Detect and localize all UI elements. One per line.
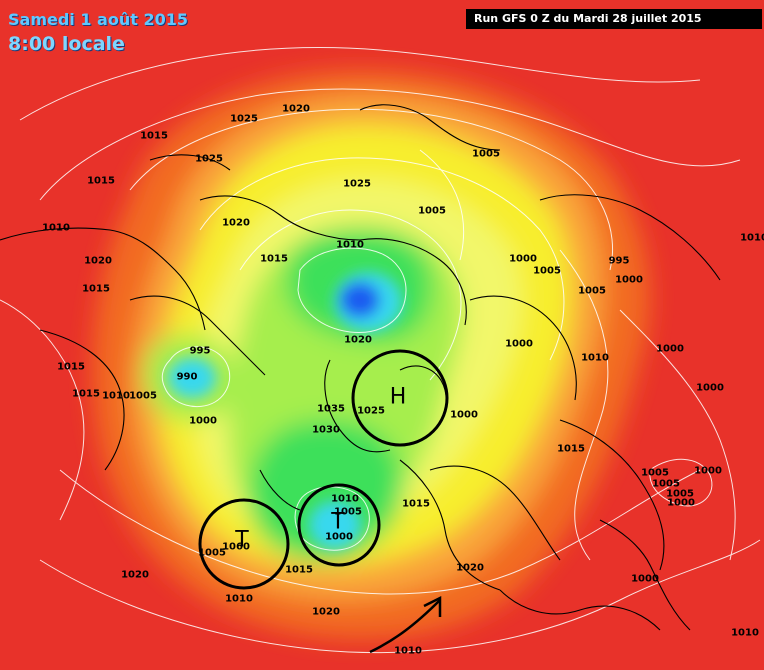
isobar-label: 1000 bbox=[615, 274, 643, 286]
isobar-label: 1020 bbox=[121, 569, 149, 581]
isobar-label: 1010 bbox=[394, 645, 422, 657]
isobar-label: 1025 bbox=[357, 405, 385, 417]
isobar-label: 1015 bbox=[57, 361, 85, 373]
high-pressure-circle bbox=[351, 349, 449, 447]
isobar-label: 1005 bbox=[652, 478, 680, 490]
isobar-label: 1025 bbox=[343, 178, 371, 190]
isobar-label: 1015 bbox=[557, 443, 585, 455]
isobar-label: 1000 bbox=[696, 382, 724, 394]
isobar-label: 1005 bbox=[533, 265, 561, 277]
isobar-label: 1000 bbox=[631, 573, 659, 585]
low-pressure-circle-west bbox=[198, 498, 290, 590]
low-pressure-symbol-east: T bbox=[331, 509, 345, 535]
flow-arrow bbox=[369, 595, 442, 654]
isobar-label: 1005 bbox=[578, 285, 606, 297]
isobar-label: 1030 bbox=[312, 424, 340, 436]
isobar-label: 995 bbox=[189, 345, 211, 357]
isobar-label: 1020 bbox=[456, 562, 484, 574]
isobar-label: 1005 bbox=[666, 488, 694, 500]
isobar-label: 1005 bbox=[334, 506, 362, 518]
isobar-label: 1015 bbox=[285, 564, 313, 576]
isobar-label: 1015 bbox=[260, 253, 288, 265]
isobar-label: 1000 bbox=[667, 497, 695, 509]
isobar-label: 1020 bbox=[344, 334, 372, 346]
isobar-label: 1010 bbox=[102, 390, 130, 402]
isobar-label: 1005 bbox=[198, 547, 226, 559]
isobar-label: 1015 bbox=[140, 130, 168, 142]
isobar-label: 1015 bbox=[87, 175, 115, 187]
isobar-label: 1025 bbox=[195, 153, 223, 165]
isobar-label: 1020 bbox=[312, 606, 340, 618]
isobar-label: 1000 bbox=[694, 465, 722, 477]
isobar-label: 1005 bbox=[418, 205, 446, 217]
isobar-label: 1010 bbox=[225, 593, 253, 605]
isobar-label: 1000 bbox=[505, 338, 533, 350]
isobar-label: 1010 bbox=[581, 352, 609, 364]
isobar-label: 1025 bbox=[230, 113, 258, 125]
isobar-label: 1005 bbox=[129, 390, 157, 402]
isobar-label: 1005 bbox=[641, 467, 669, 479]
isobar-label: 990 bbox=[176, 371, 198, 383]
valid-date: Samedi 1 août 2015 bbox=[8, 10, 188, 29]
low-pressure-circle-east bbox=[297, 483, 381, 567]
high-pressure-symbol: H bbox=[389, 384, 407, 410]
run-info: Run GFS 0 Z du Mardi 28 juillet 2015 bbox=[466, 9, 762, 29]
isobar-label: 1015 bbox=[402, 498, 430, 510]
isobar-label: 1000 bbox=[189, 415, 217, 427]
isobar-label: 1005 bbox=[472, 148, 500, 160]
isobar-label: 1010 bbox=[331, 493, 359, 505]
isobar-label: 1015 bbox=[72, 388, 100, 400]
isobar-label: 1035 bbox=[317, 403, 345, 415]
isobar-label: 1020 bbox=[282, 103, 310, 115]
isobar-label: 1010 bbox=[336, 239, 364, 251]
isobar-label: 1010 bbox=[740, 232, 764, 244]
isobar-label: 1015 bbox=[82, 283, 110, 295]
isobar-label: 1000 bbox=[450, 409, 478, 421]
isobar-label: 1000 bbox=[325, 531, 353, 543]
isobar-label: 1020 bbox=[222, 217, 250, 229]
valid-time: 8:00 locale bbox=[8, 33, 125, 55]
isobar-label: 1060 bbox=[222, 541, 250, 553]
isobar-label: 995 bbox=[608, 255, 630, 267]
isobar-label: 1020 bbox=[84, 255, 112, 267]
isobar-label: 1000 bbox=[509, 253, 537, 265]
isobar-label: 1010 bbox=[42, 222, 70, 234]
isobar-label: 1000 bbox=[656, 343, 684, 355]
low-pressure-symbol-west: T bbox=[235, 527, 249, 553]
isobar-label: 1010 bbox=[731, 627, 759, 639]
